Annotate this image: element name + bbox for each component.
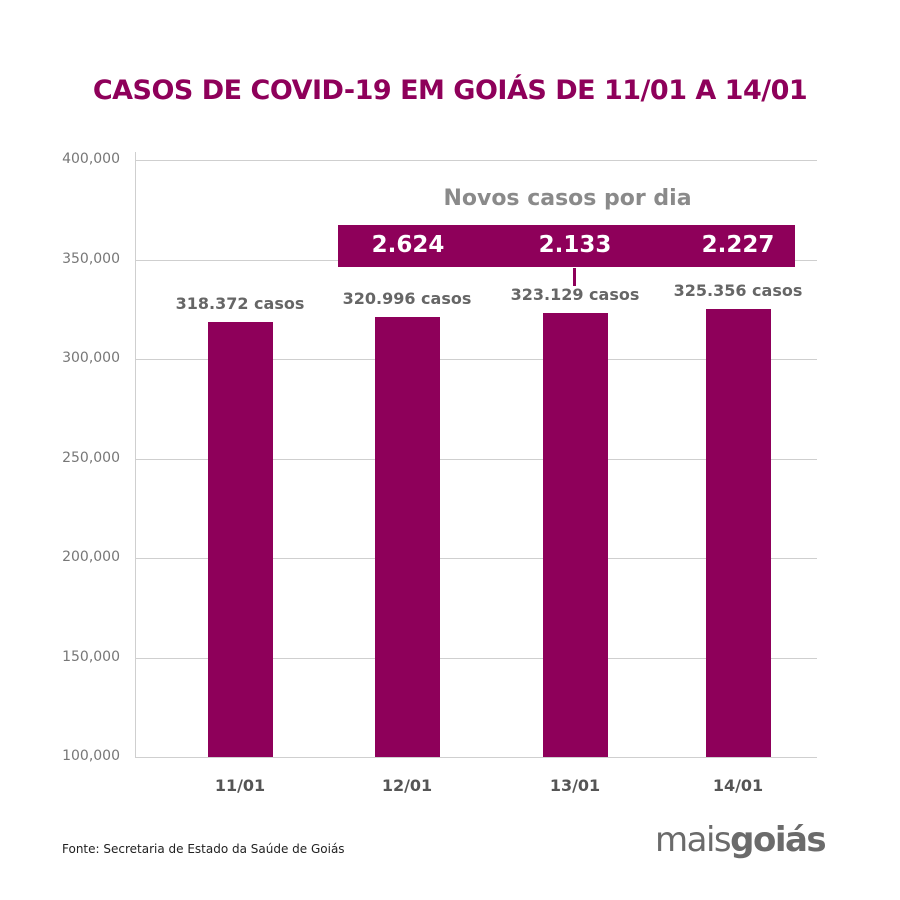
new-cases-value: 2.133 (538, 232, 612, 258)
source-note: Fonte: Secretaria de Estado da Saúde de … (62, 842, 345, 856)
bar-data-label: 323.129 casos (510, 284, 640, 304)
y-tick-label: 350,000 (62, 250, 120, 267)
gridline (135, 657, 817, 659)
gridline (135, 359, 817, 360)
logo-text-bold: goiás (730, 820, 827, 860)
brand-logo: maisgoiás (655, 820, 827, 860)
bar-data-label: 325.356 casos (673, 280, 803, 300)
new-cases-title: Novos casos por dia (443, 186, 692, 211)
connector-mark (573, 268, 576, 286)
gridline (135, 757, 817, 758)
y-tick-label: 300,000 (62, 350, 120, 366)
y-tick-label: 150,000 (62, 648, 120, 665)
y-tick-label: 200,000 (62, 549, 120, 565)
x-tick-label: 14/01 (712, 776, 764, 795)
new-cases-value: 2.227 (701, 232, 775, 258)
y-axis-line (135, 152, 136, 758)
logo-text: mais (655, 820, 732, 860)
bar (375, 317, 440, 757)
gridline (135, 558, 817, 559)
gridline (135, 160, 817, 161)
bar-data-label: 320.996 casos (342, 289, 472, 309)
bar (706, 308, 771, 757)
chart-title: CASOS DE COVID-19 EM GOIÁS DE 11/01 A 14… (92, 75, 808, 106)
bar (543, 312, 608, 757)
bar-data-label: 318.372 casos (175, 294, 305, 314)
bar (208, 322, 273, 757)
x-tick-label: 12/01 (381, 776, 433, 795)
new-cases-box (338, 225, 795, 267)
x-tick-label: 11/01 (214, 776, 266, 795)
y-tick-label: 250,000 (62, 449, 120, 466)
x-tick-label: 13/01 (549, 776, 601, 795)
y-tick-label: 400,000 (62, 151, 120, 167)
gridline (135, 458, 817, 460)
y-tick-label: 100,000 (62, 748, 120, 764)
new-cases-value: 2.624 (371, 232, 445, 258)
